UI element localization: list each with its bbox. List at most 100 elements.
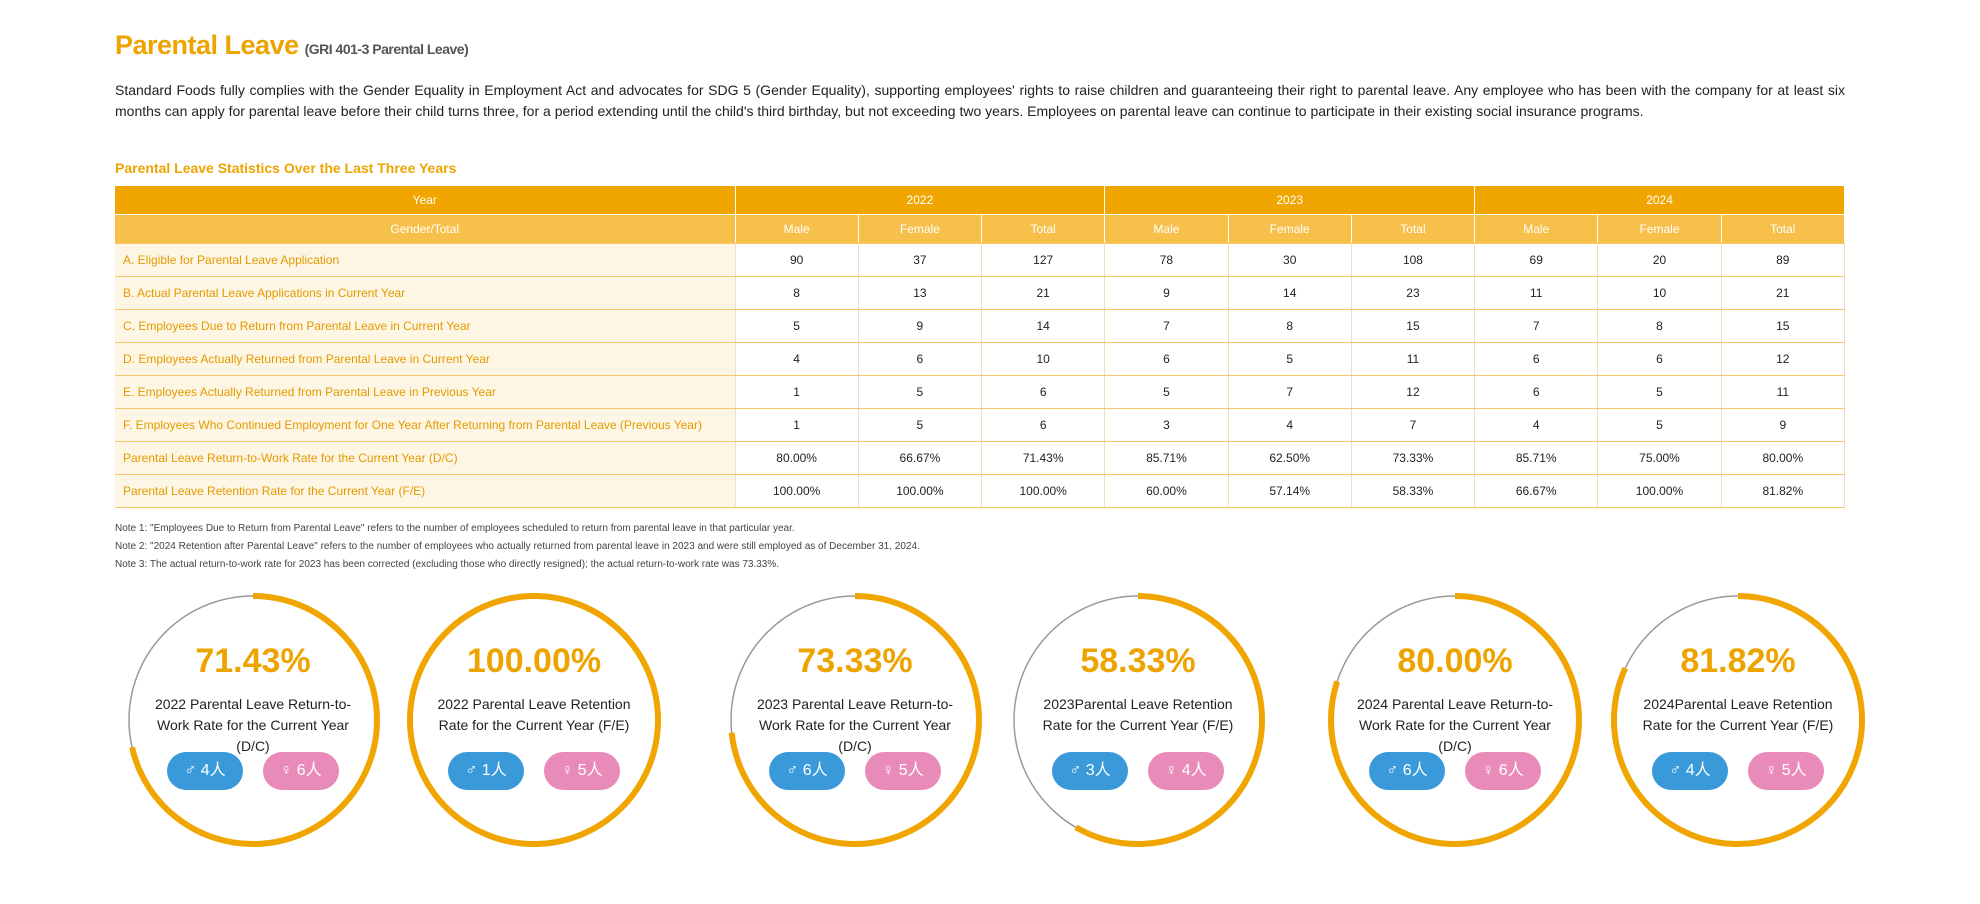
cell: 11 [1721,375,1846,409]
header-cell: Female [1597,214,1722,244]
male-badge: ♂ 6人 [769,752,845,790]
row: C. Employees Due to Return from Parental… [115,309,1846,343]
gauge: 81.82% 2024Parental Leave Retention Rate … [1610,592,1866,848]
ring-arc [1611,593,1865,847]
reference: (GRI 401-3 Parental Leave) [304,41,469,57]
cell: 9 [1104,276,1229,310]
header-cell: Total [1351,214,1476,244]
cell: 73.33% [1351,441,1476,475]
cell: 66.67% [1474,474,1599,508]
note: Note 1: "Employees Due to Return from Pa… [115,523,795,534]
gauge-title: 2022 Parental Leave Retention Rate for t… [437,696,631,733]
cell: 12 [1351,375,1476,409]
header-cell: 2024 [1474,186,1845,215]
cell: 5 [1104,375,1229,409]
header-cell: Male [1474,214,1599,244]
cell: 66.67% [858,441,983,475]
note: Note 2: "2024 Retention after Parental L… [115,541,920,552]
cell: 11 [1351,342,1476,376]
cell: 7 [1104,309,1229,343]
row: E. Employees Actually Returned from Pare… [115,375,1846,409]
cell: 5 [858,408,983,442]
gauge-ring [126,593,380,847]
cell: 4 [735,342,859,376]
gauge-ring [1011,593,1265,847]
ring-arc [1011,593,1265,847]
header-cell: Total [1721,214,1846,244]
note: Note 3: The actual return-to-work rate f… [115,559,780,570]
cell: 6 [1474,342,1599,376]
male-badge: ♂ 4人 [167,752,243,790]
gauge: 71.43% 2022 Parental Leave Return-to-Work… [125,592,381,848]
header-cell: Total [981,214,1106,244]
male-badge: ♂ 1人 [448,752,524,790]
male-badge: ♂ 6人 [1369,752,1445,790]
cell: 11 [1474,276,1599,310]
cell: 100.00% [735,474,859,508]
cell: 75.00% [1597,441,1722,475]
cell: 30 [1228,243,1352,277]
cell: 100.00% [981,474,1106,508]
row: A. Eligible for Parental Leave Applicati… [115,243,1846,277]
cell: B. Actual Parental Leave Applications in… [115,276,736,310]
cell: 80.00% [735,441,859,475]
cell: Parental Leave Return-to-Work Rate for t… [115,441,736,475]
cell: 5 [858,375,983,409]
cell: 127 [981,243,1106,277]
cell: 12 [1721,342,1846,376]
male-badge: ♂ 3人 [1052,752,1128,790]
row: Parental Leave Return-to-Work Rate for t… [115,441,1846,475]
cell: A. Eligible for Parental Leave Applicati… [115,243,736,277]
cell: Parental Leave Retention Rate for the Cu… [115,474,736,508]
cell: 71.43% [981,441,1106,475]
row: B. Actual Parental Leave Applications in… [115,276,1846,310]
intro: Standard Foods fully complies with the G… [115,82,1845,119]
gauge: 58.33% 2023Parental Leave Retention Rate … [1010,592,1266,848]
gauge-title: 2024 Parental Leave Return-to-Work Rate … [1356,696,1554,754]
header-cell: 2023 [1104,186,1476,215]
cell: 7 [1474,309,1599,343]
gauge-value: 71.43% [195,642,311,680]
cell: 21 [1721,276,1846,310]
cell: 37 [858,243,983,277]
cell: 100.00% [858,474,983,508]
cell: F. Employees Who Continued Employment fo… [115,408,736,442]
gauge: 100.00% 2022 Parental Leave Retention Rat… [406,592,662,848]
gauge-ring [1328,593,1582,847]
cell: 15 [1351,309,1476,343]
ring-arc [407,593,661,847]
cell: 80.00% [1721,441,1846,475]
gauge-value: 58.33% [1080,642,1196,680]
female-badge: ♀ 4人 [1148,752,1224,790]
cell: 15 [1721,309,1846,343]
cell: 108 [1351,243,1476,277]
cell: 23 [1351,276,1476,310]
cell: 69 [1474,243,1599,277]
cell: 60.00% [1104,474,1229,508]
header-cell: Male [1104,214,1229,244]
cell: 57.14% [1228,474,1352,508]
cell: 6 [858,342,983,376]
cell: 5 [1597,375,1722,409]
male-badge: ♂ 4人 [1652,752,1728,790]
gauge-title: 2023Parental Leave Retention Rate for th… [1042,696,1234,733]
cell: C. Employees Due to Return from Parental… [115,309,736,343]
header-cell: Year [115,186,736,215]
header-cell: Female [1228,214,1352,244]
gauge-ring [1611,593,1865,847]
cell: 3 [1104,408,1229,442]
cell: 62.50% [1228,441,1352,475]
cell: 7 [1351,408,1476,442]
gauge: 73.33% 2023 Parental Leave Return-to-Work… [727,592,983,848]
cell: 9 [858,309,983,343]
cell: 1 [735,375,859,409]
header-row: Gender/Total Male Female Total Male Female Tot… [115,214,1846,244]
cell: 4 [1228,408,1352,442]
cell: 13 [858,276,983,310]
gauge-value: 80.00% [1397,642,1513,680]
header-cell: Gender/Total [115,214,736,244]
table: Year 2022 2023 2024 Gender/Total Male Female To… [115,186,1846,508]
header-cell: Female [858,214,983,244]
header-cell: Male [735,214,859,244]
